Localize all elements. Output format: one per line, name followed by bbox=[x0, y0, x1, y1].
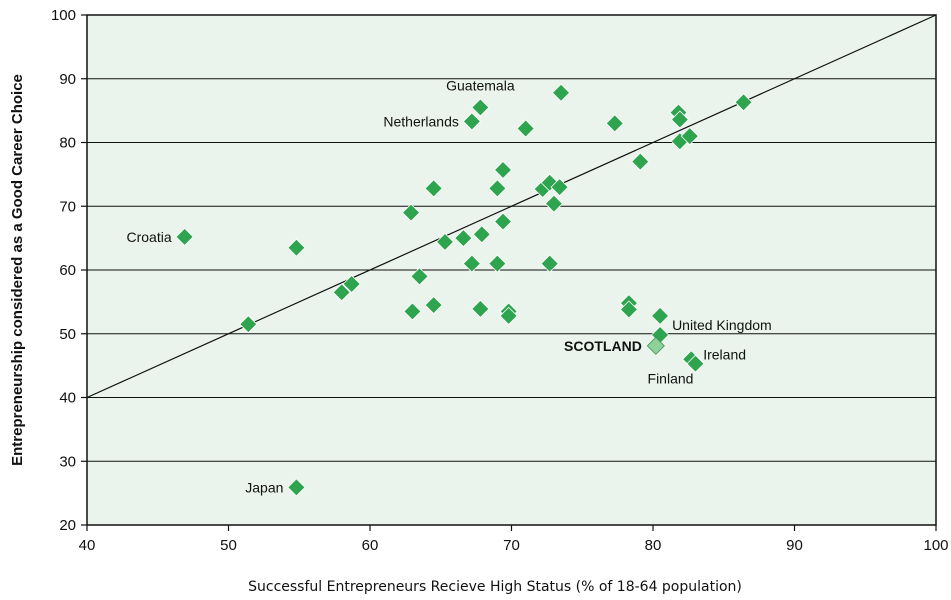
y-tick-label-40: 40 bbox=[59, 390, 76, 407]
x-axis-ticks: 40 50 60 70 80 90 100 bbox=[79, 525, 949, 554]
y-tick-label-70: 70 bbox=[59, 198, 76, 215]
data-point-28 bbox=[540, 254, 559, 273]
reference-diagonal-line bbox=[86, 14, 937, 399]
y-tick-label-20: 20 bbox=[59, 517, 76, 534]
x-tick-label-40: 40 bbox=[79, 537, 96, 554]
data-point-30 bbox=[551, 83, 571, 102]
y-tick-label-50: 50 bbox=[59, 326, 76, 343]
data-point-44 bbox=[734, 93, 753, 112]
data-point-35 bbox=[651, 306, 670, 325]
data-point-18 bbox=[488, 179, 507, 198]
y-tick-label-60: 60 bbox=[59, 262, 76, 279]
point-label-finland: Finland bbox=[648, 371, 694, 387]
point-label-japan: Japan bbox=[245, 479, 283, 495]
data-point-1 bbox=[239, 315, 258, 334]
data-point-japan bbox=[287, 478, 306, 497]
data-point-20 bbox=[493, 160, 513, 179]
data-point-33 bbox=[619, 300, 639, 319]
point-labels: Croatia Japan Netherlands Guatemala United K… bbox=[126, 77, 771, 495]
data-point-2 bbox=[287, 238, 306, 257]
data-point-7 bbox=[403, 302, 422, 321]
y-tick-label-30: 30 bbox=[59, 453, 76, 470]
data-point-finland bbox=[686, 354, 705, 373]
data-point-11 bbox=[435, 232, 455, 252]
data-point-14 bbox=[462, 254, 481, 273]
point-label-netherlands: Netherlands bbox=[383, 113, 459, 129]
data-point-9 bbox=[424, 179, 443, 198]
x-tick-label-90: 90 bbox=[786, 537, 803, 554]
data-point-croatia bbox=[175, 227, 194, 246]
data-point-12 bbox=[454, 229, 473, 248]
data-point-5 bbox=[342, 274, 361, 294]
x-tick-label-100: 100 bbox=[923, 537, 948, 554]
data-point-34 bbox=[631, 152, 650, 171]
y-tick-label-100: 100 bbox=[51, 7, 76, 24]
point-label-scotland: SCOTLAND bbox=[564, 338, 642, 354]
data-point-6 bbox=[401, 203, 421, 222]
data-point-31 bbox=[605, 114, 624, 133]
data-point-29 bbox=[550, 178, 569, 197]
data-point-8 bbox=[410, 267, 429, 286]
point-label-united-kingdom: United Kingdom bbox=[672, 317, 772, 333]
data-point-scotland bbox=[646, 336, 665, 355]
data-point-19 bbox=[488, 254, 507, 273]
y-tick-label-90: 90 bbox=[59, 71, 76, 88]
y-tick-label-80: 80 bbox=[59, 135, 76, 152]
data-point-4 bbox=[332, 283, 351, 302]
data-points bbox=[175, 83, 753, 497]
data-point-23 bbox=[499, 306, 518, 325]
y-axis-ticks: 20 30 40 50 60 70 80 90 100 bbox=[51, 7, 87, 534]
data-point-guatemala bbox=[471, 98, 490, 117]
point-label-guatemala: Guatemala bbox=[446, 77, 515, 93]
x-tick-label-60: 60 bbox=[362, 537, 379, 554]
x-axis-title: Successful Entrepreneurs Recieve High St… bbox=[248, 579, 742, 595]
data-point-21 bbox=[493, 212, 513, 231]
x-tick-label-50: 50 bbox=[220, 537, 237, 554]
data-point-27 bbox=[544, 194, 564, 213]
x-tick-label-80: 80 bbox=[645, 537, 662, 554]
data-point-17 bbox=[471, 299, 490, 318]
data-point-10 bbox=[424, 295, 443, 315]
data-point-24 bbox=[516, 119, 535, 138]
data-point-netherlands bbox=[462, 112, 481, 131]
y-axis-title: Entrepreneurship considered as a Good Ca… bbox=[9, 74, 26, 466]
data-point-41 bbox=[680, 127, 699, 146]
data-point-39 bbox=[670, 110, 689, 129]
x-tick-label-70: 70 bbox=[503, 537, 520, 554]
point-label-croatia: Croatia bbox=[126, 229, 171, 245]
point-label-ireland: Ireland bbox=[703, 346, 746, 362]
data-point-16 bbox=[472, 225, 491, 244]
